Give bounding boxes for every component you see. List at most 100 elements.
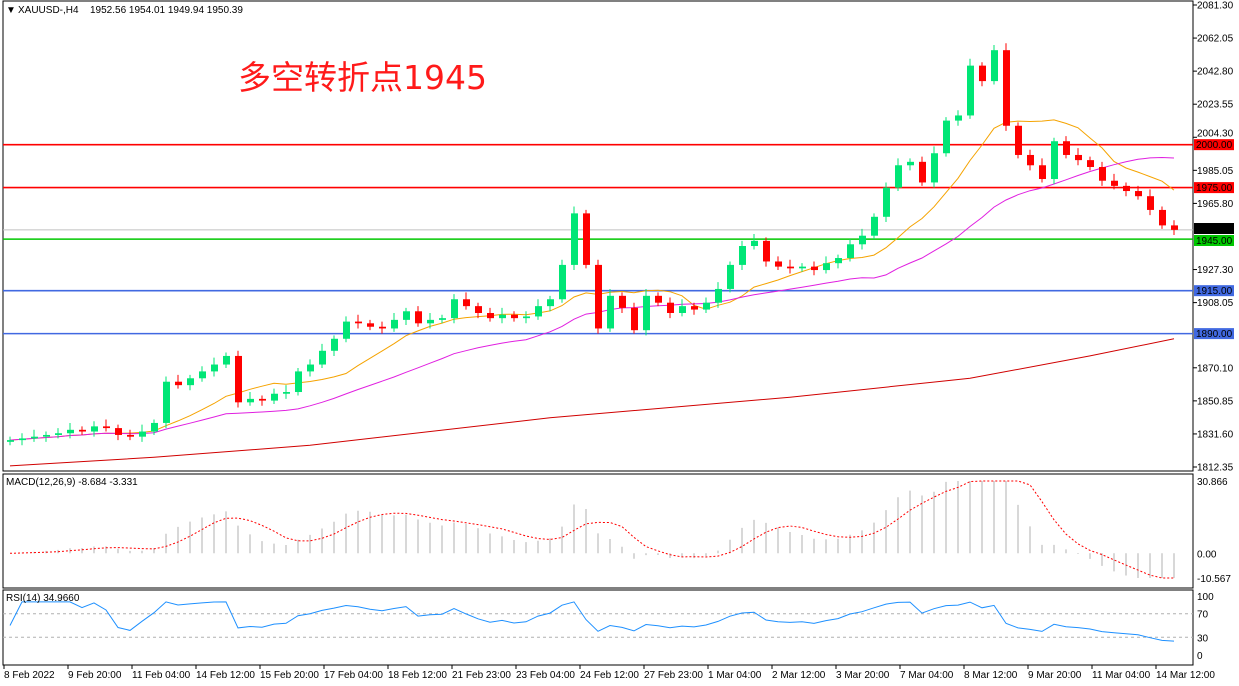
time-tick-label: 1 Mar 04:00 <box>708 670 762 681</box>
candle-body <box>715 288 722 303</box>
price-tick-label: 2062.05 <box>1197 34 1234 45</box>
time-tick-label: 17 Feb 04:00 <box>324 670 383 681</box>
candle-body <box>1111 180 1118 186</box>
price-pane[interactable] <box>2 0 1194 472</box>
candle-body <box>355 321 362 324</box>
candle-body <box>1159 209 1166 226</box>
price-tick-label: 2004.30 <box>1197 129 1234 140</box>
candle-body <box>379 326 386 329</box>
level-label: 1945.00 <box>1196 236 1233 247</box>
price-tick-label: 1870.10 <box>1197 363 1234 374</box>
candle-body <box>451 299 458 319</box>
candle-body <box>283 392 290 394</box>
candle-body <box>823 263 830 271</box>
candle-body <box>319 350 326 365</box>
rsi-title: RSI(14) 34.9660 <box>6 593 80 604</box>
candle-body <box>1027 154 1034 166</box>
candle-body <box>475 306 482 313</box>
candle-body <box>235 355 242 403</box>
candle-body <box>583 213 590 265</box>
time-tick-label: 14 Mar 12:00 <box>1156 670 1215 681</box>
candle-body <box>79 429 86 432</box>
candle-body <box>535 306 542 317</box>
candle-body <box>751 240 758 247</box>
candle-body <box>103 426 110 429</box>
candle-body <box>187 378 194 386</box>
candle-body <box>391 319 398 329</box>
rsi-tick-label: 30 <box>1197 633 1209 644</box>
candle-body <box>1087 160 1094 167</box>
candle-body <box>55 433 62 435</box>
current-price-label: 1950.39 <box>1196 224 1233 235</box>
ma-mid-line <box>9 156 1175 441</box>
candle-body <box>619 295 626 308</box>
candle-body <box>1003 50 1010 126</box>
candle-body <box>1135 191 1142 197</box>
candle-body <box>367 323 374 327</box>
price-tick-label: 1812.35 <box>1197 463 1234 474</box>
candle-body <box>643 295 650 331</box>
candle-body <box>259 398 266 401</box>
candle-body <box>799 266 806 269</box>
candle-body <box>607 295 614 329</box>
dropdown-arrow-icon[interactable]: ▼ <box>6 5 16 16</box>
rsi-line <box>9 601 1175 642</box>
candle-body <box>1171 225 1178 230</box>
level-tag <box>1194 139 1234 151</box>
candle-body <box>1063 141 1070 155</box>
candle-body <box>871 216 878 236</box>
macd-tick-label: 0.00 <box>1197 549 1217 560</box>
time-tick-label: 11 Feb 04:00 <box>132 670 191 681</box>
rsi-tick-label: 70 <box>1197 610 1209 621</box>
time-tick-label: 27 Feb 23:00 <box>644 670 703 681</box>
level-tag <box>1194 182 1234 194</box>
candle-body <box>1099 166 1106 181</box>
candle-body <box>775 261 782 267</box>
candle-body <box>307 364 314 372</box>
symbol-label: XAUUSD-,H4 <box>18 5 79 16</box>
candle-body <box>499 314 506 319</box>
candle-body <box>1015 125 1022 155</box>
time-tick-label: 23 Feb 04:00 <box>516 670 575 681</box>
price-tick-label: 1831.60 <box>1197 429 1234 440</box>
time-tick-label: 9 Feb 20:00 <box>68 670 122 681</box>
candle-body <box>1123 185 1130 192</box>
candle-body <box>679 306 686 313</box>
level-label: 2000.00 <box>1196 140 1233 151</box>
annotation-text: 多空转折点1945 <box>238 58 487 97</box>
price-tick-label: 1985.05 <box>1197 166 1234 177</box>
candle-body <box>163 381 170 423</box>
candle-body <box>859 235 866 245</box>
time-tick-label: 14 Feb 12:00 <box>196 670 255 681</box>
candle-body <box>427 319 434 324</box>
time-tick-label: 3 Mar 20:00 <box>836 670 890 681</box>
time-tick-label: 11 Mar 04:00 <box>1092 670 1151 681</box>
candle-body <box>271 393 278 401</box>
candle-body <box>295 371 302 393</box>
candle-body <box>763 240 770 262</box>
candle-body <box>691 306 698 310</box>
candle-body <box>631 307 638 331</box>
candle-body <box>331 338 338 351</box>
candle-body <box>487 313 494 319</box>
candle-body <box>91 426 98 432</box>
candle-body <box>1039 165 1046 180</box>
candle-body <box>787 266 794 269</box>
candle-body <box>439 318 446 320</box>
rsi-tick-label: 0 <box>1197 651 1203 662</box>
candle-body <box>1051 141 1058 180</box>
time-tick-label: 21 Feb 23:00 <box>452 670 511 681</box>
macd-pane[interactable] <box>2 473 1194 589</box>
candle-body <box>811 266 818 271</box>
level-label: 1915.00 <box>1196 286 1233 297</box>
candle-body <box>883 187 890 217</box>
price-tick-label: 1850.85 <box>1197 396 1234 407</box>
price-tick-label: 1908.05 <box>1197 298 1234 309</box>
candle-body <box>211 364 218 372</box>
rsi-pane[interactable] <box>2 589 1194 666</box>
price-tick-label: 1927.30 <box>1197 265 1234 276</box>
level-tag <box>1194 285 1234 297</box>
candle-body <box>19 438 26 441</box>
candle-body <box>547 299 554 307</box>
